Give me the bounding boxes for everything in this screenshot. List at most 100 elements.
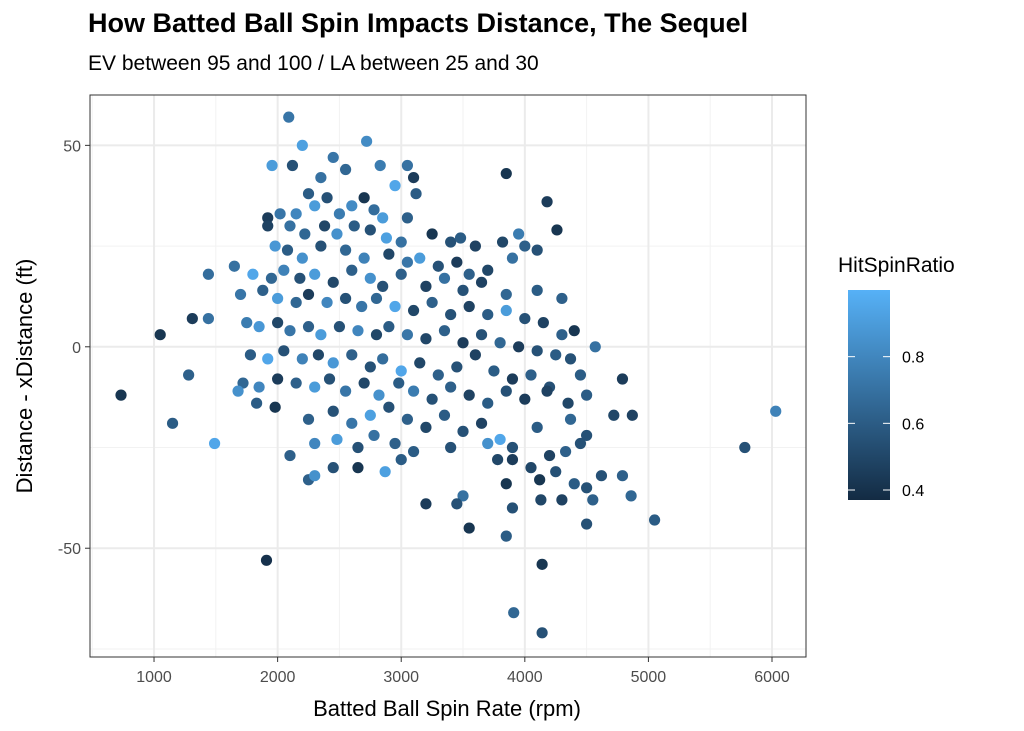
grid [90,95,806,657]
data-point [284,449,296,462]
legend-colorbar [848,290,890,500]
data-point [290,377,302,389]
data-point [352,462,364,474]
data-point [475,329,488,341]
data-point [551,224,563,236]
data-point [377,280,389,292]
legend-ticks: 0.4 0.6 0.8 [848,350,924,500]
data-point [550,349,562,361]
data-point [482,437,494,450]
data-point [401,212,413,224]
data-point [383,321,395,333]
data-point [492,453,504,466]
data-point [568,478,580,490]
data-point [451,498,463,510]
data-point [154,329,166,341]
x-tick-label: 4000 [507,669,543,686]
data-point [183,369,195,381]
data-point [432,260,444,272]
data-point [506,252,519,264]
data-point [321,192,333,204]
data-point [414,357,426,369]
data-point [438,409,451,421]
data-point [253,381,265,393]
data-point [278,345,290,357]
data-point [513,228,525,240]
data-point [519,393,531,405]
data-point [401,329,413,341]
data-point [482,308,494,321]
data-point [469,240,481,252]
data-point [312,349,325,361]
data-point [531,345,543,357]
data-point [296,252,308,264]
legend-tick-label: 0.8 [902,350,924,367]
data-point [309,381,321,393]
data-point [531,284,543,296]
data-point [457,490,469,502]
data-point [488,365,500,377]
data-point [272,317,284,329]
data-point [358,377,370,389]
data-point [432,369,444,381]
data-point [420,498,432,510]
data-point [426,296,438,309]
data-point [262,220,274,232]
data-point [556,292,568,305]
data-point [401,256,413,268]
data-point [315,171,327,184]
data-point [377,212,389,224]
data-point [531,244,543,256]
legend-tick-label: 0.4 [902,483,924,500]
data-point [581,482,593,494]
data-point [356,300,368,313]
data-point [407,445,420,458]
data-point [380,232,392,244]
data-point [241,317,253,329]
data-point [500,304,512,317]
data-point [536,627,548,639]
data-point [309,437,321,450]
data-point [208,437,221,450]
data-point [339,292,352,305]
x-tick-label: 6000 [754,669,790,686]
data-point [500,385,512,397]
x-tick-label: 5000 [631,669,667,686]
data-point [290,296,302,309]
data-point [272,292,284,305]
data-point [475,417,488,429]
data-point [327,276,339,288]
data-point [608,409,620,421]
data-point [286,159,299,172]
data-point [364,361,376,373]
data-point [389,180,401,192]
data-point [589,341,601,353]
data-point [541,196,553,208]
data-point [302,288,315,301]
data-point [321,296,333,309]
y-tick-label: 0 [72,340,81,357]
data-point [537,317,549,329]
data-point [327,462,339,474]
data-point [587,494,599,506]
data-point [383,248,395,260]
data-point [251,397,263,409]
data-point [368,429,380,442]
data-point [506,441,519,454]
data-point [266,159,278,172]
data-point [534,474,546,486]
data-point [364,224,376,236]
data-point [574,369,587,381]
data-point [260,554,273,566]
data-point [457,284,469,296]
data-point [426,393,438,405]
data-point [574,437,587,450]
data-point [560,445,572,458]
panel-background [90,95,806,657]
data-point [626,409,638,421]
data-point [370,292,383,305]
data-point [339,244,352,256]
data-point [739,441,751,454]
data-point [346,349,358,361]
